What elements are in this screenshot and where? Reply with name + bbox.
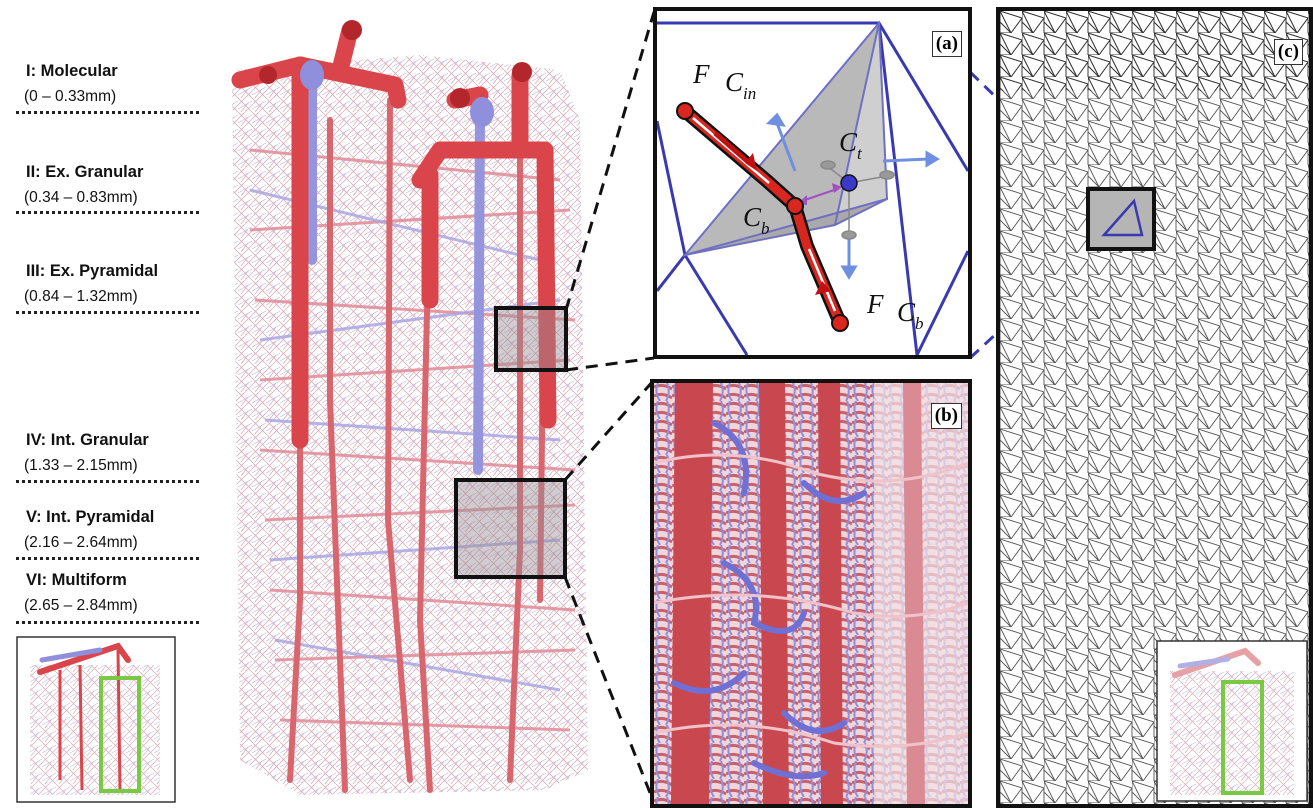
tetrahedron-diagram: F Cin Ct Cb F Cb [657,11,968,355]
layer-divider [16,111,199,114]
layer-divider [16,557,199,560]
panel-b-tag: (b) [930,403,962,429]
vascular-volume-render [231,20,588,795]
layer-divider [16,480,199,483]
panel-c-tag: (c) [1273,39,1303,65]
mesh-overview-thumbnail [1156,640,1308,802]
panel-b: (b) [650,379,972,808]
mesh-zoom-box [1086,187,1156,251]
label-cb-end: Cb [897,297,924,333]
overview-thumbnail [16,636,176,803]
layer-range: (1.33 – 2.15mm) [24,457,138,474]
layer-range: (0.34 – 0.83mm) [24,189,138,206]
layer-divider [16,311,199,314]
layer-range: (2.16 – 2.64mm) [24,534,138,551]
layer-title: IV: Int. Granular [26,431,149,449]
vessel-closeup [654,383,968,804]
panel-a: F Cin Ct Cb F Cb (a) [653,7,972,359]
zoom-box-a [494,306,568,372]
layer-title: VI: Multiform [26,571,127,589]
layer-title: V: Int. Pyramidal [26,508,155,526]
panel-c: (c) [996,7,1313,808]
label-cb: Cb [743,202,770,238]
layer-title: I: Molecular [26,62,118,80]
layer-title: II: Ex. Granular [26,163,144,181]
zoom-box-b [454,478,567,579]
connector-lines [563,11,656,804]
label-f-cin: F [692,59,710,89]
label-f-cb: F [866,289,884,319]
panel-a-tag: (a) [931,31,962,57]
label-cin: Cin [725,67,756,103]
layer-divider [16,621,199,624]
layer-range: (0 – 0.33mm) [24,88,117,105]
layer-range: (2.65 – 2.84mm) [24,597,138,614]
label-ct: Ct [839,127,863,163]
layer-title: III: Ex. Pyramidal [26,262,159,280]
layer-divider [16,211,199,214]
tetrahedral-mesh [1000,11,1309,804]
layer-range: (0.84 – 1.32mm) [24,288,138,305]
